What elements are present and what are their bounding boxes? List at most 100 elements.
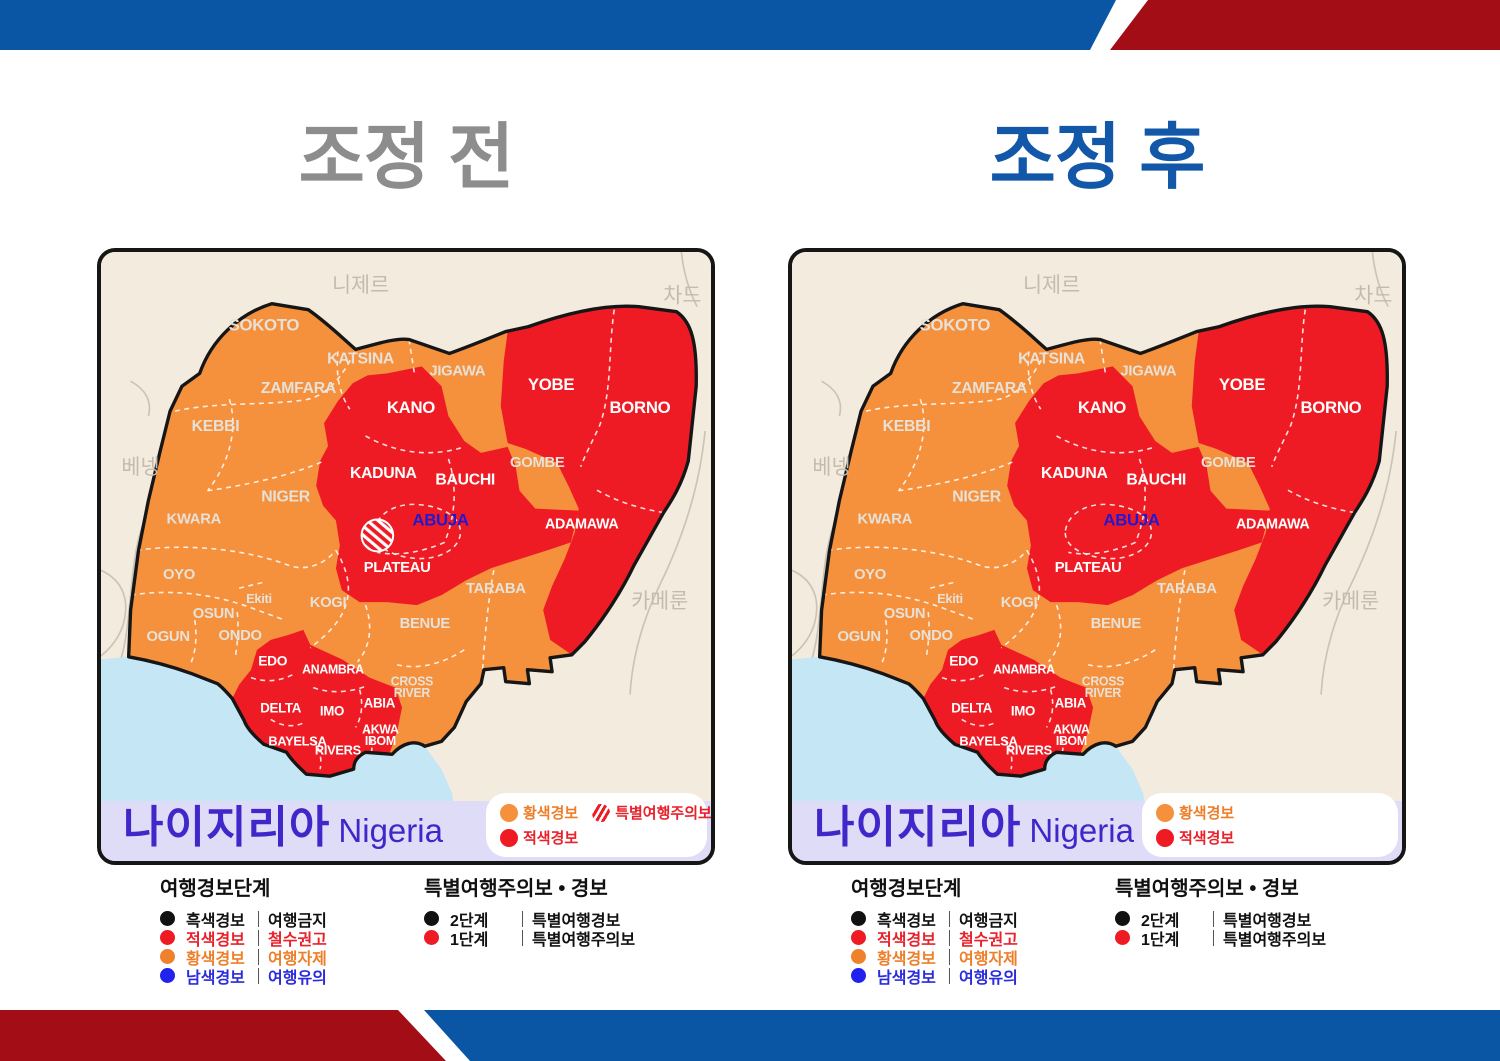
neighbor-label-chad: 차드 (663, 285, 701, 308)
state-label-kogi: KOGI (310, 595, 347, 611)
red-alert-region-3 (232, 629, 403, 777)
state-border-dashed (821, 591, 976, 621)
legend-label: 적색경보 (186, 931, 245, 949)
state-label-niger-state: NIGER (261, 489, 310, 506)
legend-label: 1단계 (450, 931, 489, 949)
state-border-dashed (1285, 488, 1355, 514)
state-border-dashed (239, 581, 265, 589)
state-border-dashed (898, 460, 1016, 492)
special-advisory-steps-title: 특별여행주의보 • 경보 (424, 878, 608, 900)
legend-label: 남색경보 (877, 969, 936, 987)
special-advisory-steps-after: 특별여행주의보 • 경보 2단계 특별여행경보 1단계 특별여행주의보 (1115, 872, 1326, 949)
legend-row: 1단계 특별여행주의보 (424, 928, 635, 949)
state-border-dashed (130, 591, 285, 621)
legend-dot (851, 949, 866, 964)
state-label-ogun: OGUN (838, 629, 881, 645)
legend-label: 황색경보 (186, 950, 245, 968)
state-label-plateau: PLATEAU (364, 560, 431, 576)
legend-separator (258, 967, 259, 984)
legend-separator (522, 929, 523, 946)
legend-label: 적색경보 (877, 931, 936, 949)
legend-value: 철수권고 (268, 931, 327, 949)
legend-value: 여행자제 (959, 950, 1018, 968)
map-legend-text: 적색경보 (523, 830, 579, 847)
state-border-dashed (1027, 351, 1042, 410)
map-card-after: 니제르 차드 베넹 카메룬 SOKOTO KATSINA ZAMFARA KEBBI JIGAW… (788, 248, 1406, 865)
legend-row: 황색경보 여행자제 (160, 947, 327, 968)
map-legend-item: 적색경보 (500, 827, 578, 848)
legend-separator (949, 948, 950, 965)
top-banner (0, 0, 1500, 50)
state-label-abuja: ABUJA (412, 510, 468, 529)
state-label-edo: EDO (949, 653, 979, 669)
bottom-banner (0, 1010, 1500, 1061)
state-label-oyo: OYO (163, 567, 195, 583)
legend-dot (851, 968, 866, 983)
map-footer-after: 나이지리아 Nigeria 황색경보 적색경보 (792, 793, 1402, 861)
legend-row: 2단계 특별여행경보 (424, 909, 635, 930)
legend-row: 2단계 특별여행경보 (1115, 909, 1326, 930)
state-label-ekiti: Ekiti (937, 591, 963, 606)
legend-row: 흑색경보 여행금지 (851, 909, 1018, 930)
state-label-bayelsa: BAYELSA (268, 733, 326, 748)
state-label-abia: ABIA (364, 695, 396, 710)
red-dot (500, 828, 518, 847)
map-legend-row: 황색경보 특별여행주의보 (500, 802, 711, 823)
neighbor-country-border (1371, 252, 1389, 308)
title-before-adjustment: 조정 전 (298, 118, 515, 198)
state-label-delta: DELTA (951, 700, 993, 715)
state-label-kaduna: KADUNA (1041, 465, 1108, 482)
state-label-osun: OSUN (193, 606, 235, 622)
legend-value: 여행자제 (268, 950, 327, 968)
state-label-borno: BORNO (609, 398, 670, 417)
legend-separator (949, 929, 950, 946)
state-label-bauchi: BAUCHI (1126, 472, 1186, 489)
state-label-yobe: YOBE (1219, 375, 1265, 394)
state-label-delta: DELTA (260, 700, 302, 715)
state-label-kwara: KWARA (858, 511, 913, 527)
red-alert-region-3 (923, 629, 1094, 777)
bottom-banner-red-stripe (0, 1010, 446, 1061)
orange-dot (1156, 803, 1174, 822)
state-label-borno: BORNO (1300, 398, 1361, 417)
country-name: 나이지리아 Nigeria (123, 791, 443, 855)
state-label-taraba: TARABA (1157, 581, 1217, 597)
legend-label: 흑색경보 (877, 912, 936, 930)
state-border-dashed (312, 684, 368, 693)
legend-row: 흑색경보 여행금지 (160, 909, 327, 930)
legend-dot (424, 930, 439, 945)
legend-dot (1115, 911, 1130, 926)
legend-dot (851, 930, 866, 945)
state-label-ondo: ONDO (219, 628, 262, 644)
travel-alert-steps-title: 여행경보단계 (851, 878, 962, 900)
state-border-dashed (1003, 738, 1013, 770)
sea (101, 656, 454, 801)
state-border-dashed (354, 689, 363, 728)
state-label-sokoto: SOKOTO (920, 316, 991, 335)
state-border-dashed (396, 649, 465, 668)
state-border-dashed (930, 581, 956, 589)
legend-value: 여행금지 (959, 912, 1018, 930)
state-border-dashed (309, 549, 350, 649)
state-border-dashed (865, 349, 1048, 412)
state-border-dashed (189, 619, 197, 667)
special-advisory-steps-before: 특별여행주의보 • 경보 2단계 특별여행경보 1단계 특별여행주의보 (424, 872, 635, 949)
state-label-benue: BENUE (1091, 616, 1142, 632)
state-label-akwa-ibom: AKWA IBOM (362, 722, 399, 747)
legend-value: 여행금지 (268, 912, 327, 930)
neighbor-country-border (821, 380, 842, 417)
state-label-gombe: GOMBE (510, 455, 565, 471)
state-label-bauchi: BAUCHI (435, 472, 495, 489)
state-label-oyo: OYO (854, 567, 886, 583)
nigeria-outline (817, 302, 1389, 778)
state-label-adamawa: ADAMAWA (545, 516, 618, 532)
state-label-bayelsa: BAYELSA (959, 733, 1017, 748)
state-label-ekiti: Ekiti (246, 591, 272, 606)
neighbor-label-cameroon: 카메룬 (631, 590, 688, 613)
map-legend-text: 황색경보 (523, 805, 579, 822)
map-legend-text: 특별여행주의보 (615, 805, 712, 822)
state-border-dashed (1048, 604, 1062, 663)
title-after-adjustment: 조정 후 (989, 118, 1206, 198)
